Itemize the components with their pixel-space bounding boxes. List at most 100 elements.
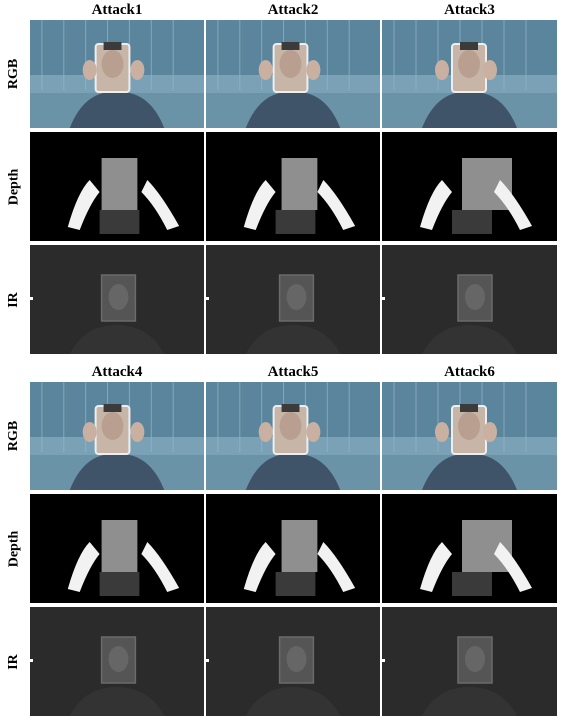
- rgb-image: [382, 382, 557, 490]
- row-label-depth: Depth: [0, 132, 28, 241]
- right-hand: [130, 422, 145, 442]
- rgb-cell: [382, 382, 557, 490]
- column-title: Attack6: [444, 364, 495, 380]
- ir-image: [30, 607, 204, 716]
- ir-face: [108, 284, 129, 310]
- mask-face: [458, 412, 480, 440]
- depth-torso: [275, 210, 316, 234]
- ir-body: [245, 687, 341, 716]
- row-label-rgb: RGB: [0, 20, 28, 128]
- rgb-cell: [206, 20, 380, 128]
- mask-face: [101, 412, 124, 440]
- row-label-ir: IR: [0, 607, 28, 716]
- depth-torso: [275, 572, 316, 596]
- row-label-text: IR: [6, 653, 21, 670]
- depth-torso: [452, 572, 492, 596]
- ir-body: [69, 325, 165, 354]
- row-label-text: Depth: [6, 530, 21, 567]
- depth-left-arm: [67, 542, 100, 592]
- row-label-depth: Depth: [0, 494, 28, 603]
- ir-body: [422, 325, 517, 354]
- ir-face-mask: [278, 636, 315, 684]
- person-body: [422, 453, 517, 490]
- ir-marker: [30, 297, 33, 300]
- person-body: [69, 91, 165, 128]
- depth-cell: [206, 132, 380, 241]
- ir-marker: [206, 659, 209, 662]
- mask-hair: [281, 404, 300, 412]
- depth-cell: [206, 494, 380, 603]
- depth-left-arm: [420, 542, 452, 592]
- person-body: [245, 91, 341, 128]
- left-hand: [258, 60, 273, 80]
- row-label-text: RGB: [6, 58, 21, 90]
- mask-hair: [103, 404, 122, 412]
- ir-cell: [382, 245, 557, 354]
- mask-face: [279, 412, 302, 440]
- rgb-image: [206, 20, 380, 128]
- ir-cell: [30, 245, 204, 354]
- depth-image: [30, 494, 204, 603]
- depth-torso: [99, 572, 140, 596]
- ir-body: [245, 325, 341, 354]
- ir-face: [108, 646, 129, 672]
- depth-right-arm: [494, 542, 532, 592]
- depth-image: [382, 494, 557, 603]
- ir-cell: [382, 607, 557, 716]
- depth-torso: [452, 210, 492, 234]
- column-title: Attack3: [444, 2, 495, 18]
- left-hand: [82, 422, 97, 442]
- depth-left-arm: [243, 180, 276, 230]
- ir-marker: [382, 659, 385, 662]
- rgb-cell: [382, 20, 557, 128]
- ir-marker: [206, 297, 209, 300]
- ir-face-mask: [100, 636, 137, 684]
- person-body: [69, 453, 165, 490]
- mask-hair: [281, 42, 300, 50]
- depth-left-arm: [420, 180, 452, 230]
- right-hand: [483, 422, 497, 442]
- ir-face: [465, 284, 485, 310]
- depth-right-arm: [494, 180, 532, 230]
- left-hand: [258, 422, 273, 442]
- ir-face: [465, 646, 485, 672]
- ir-image: [206, 607, 380, 716]
- depth-mask: [101, 520, 138, 572]
- ir-cell: [30, 607, 204, 716]
- depth-image: [30, 132, 204, 241]
- depth-cell: [382, 132, 557, 241]
- mask-hair: [460, 42, 478, 50]
- row-label-rgb: RGB: [0, 382, 28, 490]
- rgb-image: [382, 20, 557, 128]
- rgb-image: [30, 20, 204, 128]
- ir-body: [422, 687, 517, 716]
- mask-face: [458, 50, 480, 78]
- depth-left-arm: [67, 180, 100, 230]
- person-body: [422, 91, 517, 128]
- depth-image: [206, 132, 380, 241]
- mask-hair: [103, 42, 122, 50]
- rgb-cell: [30, 382, 204, 490]
- left-hand: [435, 422, 449, 442]
- left-hand: [82, 60, 97, 80]
- column-title: Attack4: [91, 364, 143, 380]
- mask-face: [101, 50, 124, 78]
- left-hand: [435, 60, 449, 80]
- depth-right-arm: [317, 180, 356, 230]
- ir-face: [286, 284, 307, 310]
- depth-mask: [281, 158, 318, 210]
- ir-image: [382, 607, 557, 716]
- rgb-cell: [206, 382, 380, 490]
- row-label-text: RGB: [6, 420, 21, 452]
- depth-right-arm: [141, 542, 180, 592]
- rgb-cell: [30, 20, 204, 128]
- ir-cell: [206, 245, 380, 354]
- right-hand: [306, 422, 321, 442]
- depth-cell: [30, 132, 204, 241]
- depth-cell: [30, 494, 204, 603]
- right-hand: [130, 60, 145, 80]
- column-title: Attack2: [267, 2, 319, 18]
- rgb-image: [30, 382, 204, 490]
- right-hand: [483, 60, 497, 80]
- depth-mask: [101, 158, 138, 210]
